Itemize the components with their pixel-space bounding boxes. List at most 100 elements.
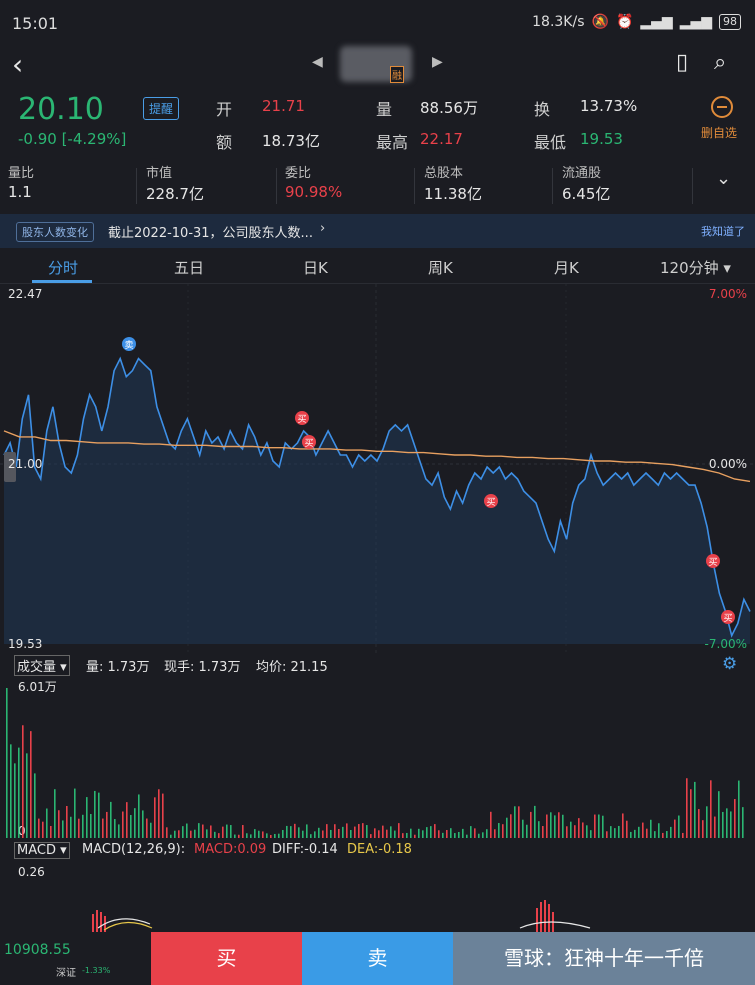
avg-price-readout: 均价: 21.15 (256, 660, 328, 675)
volume-bar (162, 793, 164, 838)
buy-marker (484, 494, 498, 508)
volume-bar (10, 744, 12, 838)
volume-bar (526, 824, 528, 838)
volume-bar (42, 821, 44, 838)
chevron-down-icon[interactable]: ⌄ (716, 168, 732, 189)
crosshair-handle[interactable] (4, 452, 16, 482)
volume-bar (122, 811, 124, 838)
tab-120min[interactable]: 120分钟 ▾ (660, 259, 731, 277)
volume-bar (602, 815, 604, 838)
tab-daily-k[interactable]: 日K (303, 259, 328, 277)
stat-total-shares: 总股本 11.38亿 (424, 162, 482, 204)
volume-bar (194, 829, 196, 838)
volume-bar (450, 828, 452, 838)
remind-button[interactable]: 提醒 (143, 97, 180, 120)
tab-weekly-k[interactable]: 周K (428, 259, 453, 277)
volume-bar (502, 824, 504, 838)
battery-icon: 98 (719, 14, 741, 30)
remove-favorite-button[interactable]: 删自选 (700, 96, 744, 141)
volume-bar (414, 834, 416, 838)
volume-bar (614, 828, 616, 838)
volume-bar (694, 781, 696, 838)
volume-bar (22, 725, 24, 838)
indicator-select-label: 成交量 (17, 660, 57, 675)
buy-marker-label: 买 (486, 497, 495, 508)
signal-icon: ▂▄▆ (640, 14, 673, 30)
volume-bar (78, 818, 80, 838)
volume-bar (66, 805, 68, 838)
sell-button[interactable]: 卖 (302, 932, 453, 985)
volume-bar (706, 806, 708, 838)
macd-value: MACD:0.09 (194, 842, 267, 857)
y-bottom-price: 19.53 (8, 637, 42, 651)
volume-bar (610, 826, 612, 838)
volume-bar (338, 829, 340, 838)
indicator-select-volume[interactable]: 成交量 ▾ (14, 655, 70, 676)
indicator-select-macd[interactable]: MACD ▾ (14, 842, 70, 859)
watermark-text: 雪球：狂神十年一千倍 (504, 946, 704, 970)
next-stock-icon[interactable]: ▶ (432, 54, 443, 70)
avg-price-line (3, 430, 751, 483)
volume-bar (214, 831, 216, 838)
prev-stock-icon[interactable]: ◀ (312, 54, 323, 70)
volume-bar (622, 813, 624, 838)
volume-bar (178, 830, 180, 838)
price-area (4, 358, 750, 644)
y-mid-pct: 0.00% (709, 457, 747, 471)
volume-chart[interactable]: 6.01万 0 (0, 678, 755, 838)
volume-bar (522, 819, 524, 838)
tab-intraday[interactable]: 分时 (48, 259, 79, 277)
volume-bar (446, 829, 448, 838)
notes-icon[interactable]: ▯ (676, 50, 689, 75)
volume-bar (18, 747, 20, 838)
volume-bar (498, 823, 500, 838)
settings-gear-icon[interactable]: ⚙ (722, 654, 738, 674)
index-ticker[interactable]: 10908.55 深证 -1.33% (0, 932, 150, 985)
search-icon[interactable]: ⌕ (714, 50, 727, 75)
macd-bar (100, 912, 102, 932)
status-icons: 18.3K/s 🔕 ⏰ ▂▄▆ ▂▄▆ 98 (532, 14, 741, 30)
volume-bar (374, 828, 376, 838)
notice-text[interactable]: 截止2022-10-31，公司股东人数... (108, 226, 313, 241)
status-bar: 15:01 18.3K/s 🔕 ⏰ ▂▄▆ ▂▄▆ 98 (0, 0, 755, 46)
volume-bar (558, 812, 560, 838)
tab-monthly-k[interactable]: 月K (554, 259, 579, 277)
price-change: -0.90 [-4.29%] (18, 130, 127, 148)
tab-five-day[interactable]: 五日 (174, 259, 205, 277)
volume-bar (298, 827, 300, 838)
volume-bar (654, 831, 656, 838)
remove-favorite-label: 删自选 (700, 126, 737, 140)
volume-bar (490, 811, 492, 838)
back-icon[interactable]: ‹ (12, 48, 24, 81)
volume-bar (470, 826, 472, 838)
macd-max-label: 0.26 (18, 865, 45, 879)
status-time: 15:01 (12, 14, 59, 33)
volume-bar (182, 826, 184, 838)
volume-bar (518, 806, 520, 838)
volume-bar (398, 823, 400, 838)
index-name: 深证 (56, 968, 76, 979)
dea-value: DEA:-0.18 (347, 842, 412, 857)
volume-bar (6, 688, 8, 838)
buy-button[interactable]: 买 (151, 932, 302, 985)
intraday-chart[interactable]: 卖 买 买 买 买 买 22.47 21.00 19.53 7.00% 0.00… (0, 284, 755, 654)
notice-dismiss-button[interactable]: 我知道了 (701, 225, 745, 238)
volume-bar (106, 811, 108, 838)
volume-bar (258, 830, 260, 838)
volume-bar (130, 815, 132, 838)
volume-bar (422, 830, 424, 838)
macd-header: MACD ▾ MACD(12,26,9): MACD:0.09 DIFF:-0.… (0, 840, 755, 862)
notice-banner[interactable]: 股东人数变化 截止2022-10-31，公司股东人数... › 我知道了 (0, 214, 755, 248)
volume-bar (366, 825, 368, 838)
volume-bar (94, 790, 96, 838)
macd-chart[interactable]: 0.26 (0, 862, 755, 932)
volume-bar (294, 823, 296, 838)
volume-bar (158, 789, 160, 838)
volume-bar (534, 805, 536, 838)
volume-bar (170, 834, 172, 838)
volume-bar (246, 833, 248, 838)
intraday-chart-svg: 卖 买 买 买 买 买 22.47 21.00 19.53 7.00% 0.00… (0, 284, 755, 654)
volume-bar (726, 808, 728, 838)
stat-label: 量比 (8, 166, 35, 181)
volume-bar (742, 807, 744, 838)
